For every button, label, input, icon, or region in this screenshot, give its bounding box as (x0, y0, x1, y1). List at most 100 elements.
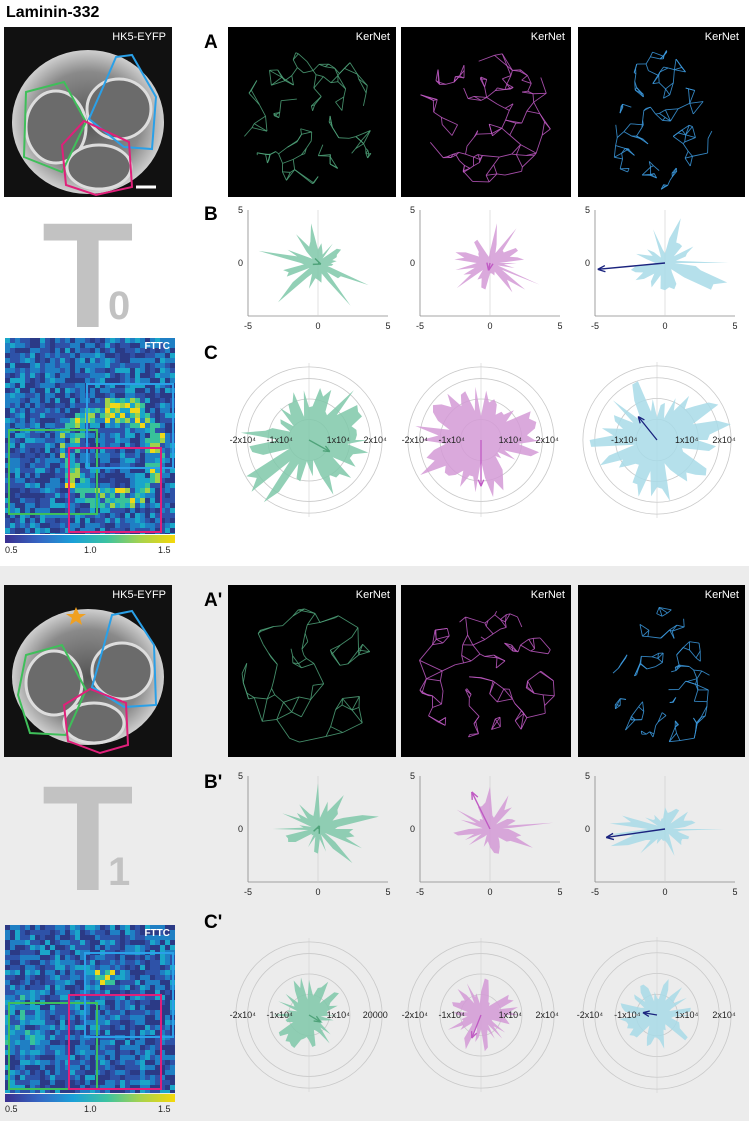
heatmap-cell (120, 343, 125, 348)
network-filament (663, 66, 669, 69)
heatmap-cell (40, 338, 45, 343)
heatmap-cell (35, 363, 40, 368)
heatmap-cell (100, 995, 105, 1000)
heatmap-cell (5, 1085, 10, 1090)
network-filament (459, 160, 465, 166)
heatmap-cell (140, 383, 145, 388)
heatmap-cell (165, 373, 170, 378)
heatmap-cell (50, 353, 55, 358)
heatmap-cell (25, 398, 30, 403)
heatmap-cell (120, 353, 125, 358)
heatmap-cell (155, 353, 160, 358)
heatmap-cell (30, 925, 35, 930)
heatmap-cell (130, 528, 135, 533)
heatmap-cell (65, 443, 70, 448)
heatmap-cell (115, 428, 120, 433)
heatmap-cell (75, 1025, 80, 1030)
rose-plot-b-prime-blue: -5 0 550 (585, 771, 738, 897)
heatmap-cell (165, 975, 170, 980)
heatmap-cell (50, 458, 55, 463)
network-filament (301, 663, 315, 669)
heatmap-cell (10, 930, 15, 935)
heatmap-cell (10, 1010, 15, 1015)
heatmap-cell (30, 1010, 35, 1015)
network-filament (271, 76, 283, 86)
heatmap-cell (25, 950, 30, 955)
network-filament (544, 695, 555, 706)
network-filament (657, 658, 663, 663)
heatmap-cell (120, 985, 125, 990)
network-filament (257, 630, 261, 634)
heatmap-cell (30, 1080, 35, 1085)
heatmap-cell (145, 960, 150, 965)
polar-plot-c-prime-blue: -2x10⁴ -1x10⁴ 1x10⁴ 2x10⁴ (577, 937, 736, 1093)
heatmap-cell (25, 1090, 30, 1093)
heatmap-cell (35, 1065, 40, 1070)
heatmap-cell (50, 408, 55, 413)
heatmap-cell (115, 940, 120, 945)
heatmap-cell (30, 458, 35, 463)
heatmap-cell (150, 1040, 155, 1045)
heatmap-cell (160, 930, 165, 935)
network-filament (668, 732, 677, 743)
heatmap-cell (105, 453, 110, 458)
network-filament (681, 124, 690, 131)
heatmap-cell (145, 1085, 150, 1090)
heatmap-cell (35, 473, 40, 478)
heatmap-cell (15, 1060, 20, 1065)
heatmap-cell (160, 428, 165, 433)
network-filament (315, 74, 324, 78)
heatmap-cell (75, 463, 80, 468)
heatmap-cell (40, 975, 45, 980)
heatmap-cell (10, 343, 15, 348)
heatmap-cell (5, 363, 10, 368)
heatmap-cell (140, 1075, 145, 1080)
heatmap-cell (125, 373, 130, 378)
heatmap-cell (120, 483, 125, 488)
heatmap-cell (135, 528, 140, 533)
heatmap-cell (165, 1010, 170, 1015)
heatmap-cell (150, 1005, 155, 1010)
heatmap-cell (165, 363, 170, 368)
heatmap-cell (165, 473, 170, 478)
heatmap-cell (50, 518, 55, 523)
heatmap-cell (35, 433, 40, 438)
heatmap-cell (70, 1010, 75, 1015)
heatmap-cell (30, 950, 35, 955)
network-filament (265, 116, 268, 132)
heatmap-cell (35, 533, 40, 534)
arrow-head (312, 258, 322, 266)
network-filament (318, 155, 330, 157)
heatmap-cell (75, 1015, 80, 1020)
heatmap-cell (45, 378, 50, 383)
heatmap-cell (130, 1085, 135, 1090)
network-filament (525, 687, 535, 694)
network-filament (459, 616, 466, 623)
heatmap-cell (90, 1090, 95, 1093)
network-filament (514, 710, 522, 721)
network-filament (672, 135, 684, 144)
heatmap-cell (100, 363, 105, 368)
heatmap-cell (70, 1040, 75, 1045)
network-filament (268, 154, 271, 161)
fttc-region-outlines (8, 383, 174, 533)
heatmap-cell (100, 458, 105, 463)
heatmap-cell (115, 343, 120, 348)
heatmap-cell (125, 363, 130, 368)
heatmap-cell (145, 388, 150, 393)
heatmap-cell (70, 1020, 75, 1025)
heatmap-cell (40, 1070, 45, 1075)
heatmap-cell (35, 1050, 40, 1055)
heatmap-cell (135, 423, 140, 428)
heatmap-cell (115, 955, 120, 960)
heatmap-cell (155, 1000, 160, 1005)
heatmap-cell (60, 1020, 65, 1025)
heatmap-cell (115, 945, 120, 950)
rose-area (272, 783, 379, 864)
heatmap-cell (125, 1030, 130, 1035)
heatmap-cell (75, 965, 80, 970)
heatmap-cell (80, 955, 85, 960)
heatmap-cell (140, 483, 145, 488)
heatmap-cell (80, 1065, 85, 1070)
heatmap-cell (5, 1000, 10, 1005)
